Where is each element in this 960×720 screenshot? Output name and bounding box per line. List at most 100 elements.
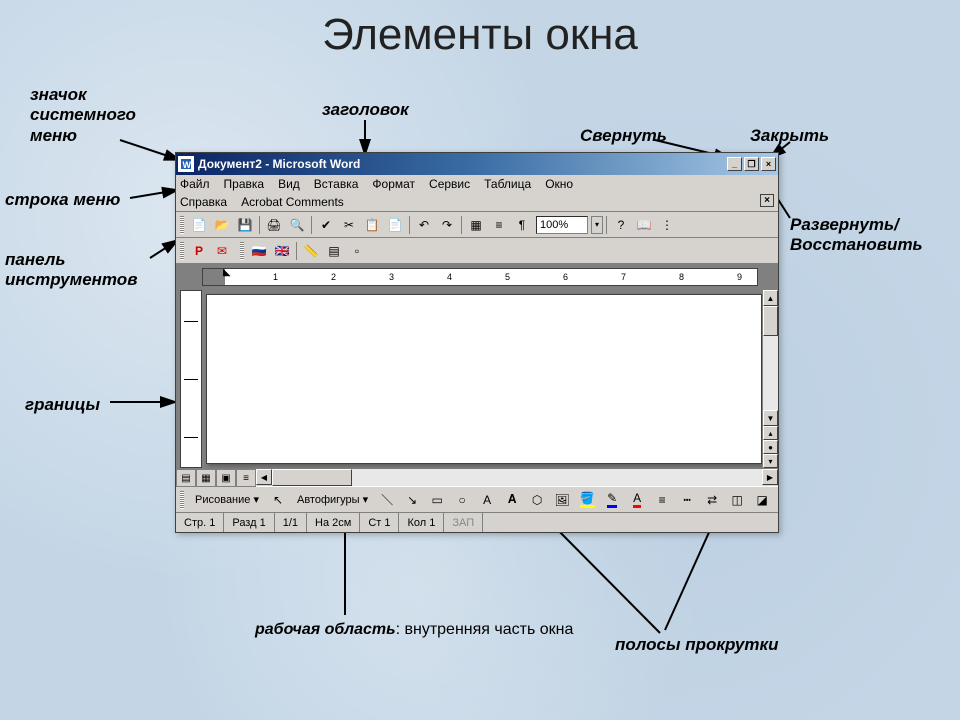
print-button[interactable]: 🖨 — [263, 215, 285, 235]
save-button[interactable]: 💾 — [234, 215, 256, 235]
wordart-button[interactable]: 𝐀 — [501, 490, 523, 510]
rect-button[interactable]: ▭ — [426, 490, 448, 510]
scroll-up-button[interactable]: ▲ — [763, 290, 778, 306]
toolbar-grip[interactable] — [180, 242, 184, 260]
menu-view[interactable]: Вид — [278, 177, 300, 191]
arrow-style-button[interactable]: ⇄ — [701, 490, 723, 510]
undo-button[interactable]: ↶ — [413, 215, 435, 235]
menu-help[interactable]: Справка — [180, 195, 227, 209]
line-button[interactable]: ＼ — [376, 490, 398, 510]
scroll-left-button[interactable]: ◀ — [256, 469, 272, 485]
diagram-button[interactable]: ⬡ — [526, 490, 548, 510]
font-color-button[interactable]: A — [626, 490, 648, 510]
label-toolbar: панель инструментов — [5, 250, 165, 291]
view-normal-button[interactable]: ▤ — [176, 469, 196, 487]
view-print-button[interactable]: ▣ — [216, 469, 236, 487]
more-button[interactable]: ⋮ — [656, 215, 678, 235]
label-borders: границы — [25, 395, 100, 415]
3d-button[interactable]: ◪ — [751, 490, 773, 510]
system-menu-icon[interactable]: W — [178, 156, 194, 172]
maximize-button[interactable]: ❐ — [744, 157, 759, 171]
browse-object-button[interactable]: ● — [763, 440, 778, 454]
spell-button[interactable]: ✔ — [315, 215, 337, 235]
toolbar-grip[interactable] — [180, 216, 184, 234]
menu-file[interactable]: Файл — [180, 177, 210, 191]
table-button[interactable]: ▦ — [465, 215, 487, 235]
cut-button[interactable]: ✂ — [338, 215, 360, 235]
scroll-right-button[interactable]: ▶ — [762, 469, 778, 485]
zoom-input[interactable]: 100% — [536, 216, 588, 234]
scroll-thumb[interactable] — [763, 306, 778, 336]
view-outline-button[interactable]: ≡ — [236, 469, 256, 487]
paste-button[interactable]: 📄 — [384, 215, 406, 235]
label-close: Закрыть — [750, 126, 829, 146]
document-close-button[interactable]: × — [760, 194, 774, 207]
textbox-button[interactable]: A — [476, 490, 498, 510]
select-button[interactable]: ↖ — [267, 490, 289, 510]
label-workarea: рабочая область: внутренняя часть окна — [255, 620, 573, 641]
dash-style-button[interactable]: ┅ — [676, 490, 698, 510]
svg-text:W: W — [183, 160, 192, 170]
close-button[interactable]: × — [761, 157, 776, 171]
menu-edit[interactable]: Правка — [224, 177, 265, 191]
status-pages: 1/1 — [275, 513, 307, 532]
arrow-button[interactable]: ↘ — [401, 490, 423, 510]
read-button[interactable]: 📖 — [633, 215, 655, 235]
slide-title: Элементы окна — [0, 10, 960, 60]
hscroll-row: ▤ ▦ ▣ ≡ ◀ ▶ — [176, 468, 778, 486]
help-button[interactable]: ? — [610, 215, 632, 235]
prev-page-button[interactable]: ▴ — [763, 426, 778, 440]
open-button[interactable]: 📂 — [211, 215, 233, 235]
label-menubar: строка меню — [5, 190, 120, 210]
scroll-down-button[interactable]: ▼ — [763, 410, 778, 426]
lang-ru-button[interactable]: 🇷🇺 — [248, 241, 270, 261]
vertical-scrollbar[interactable]: ▲ ▼ ▴ ● ▾ — [762, 290, 778, 468]
new-doc-button[interactable]: 📄 — [188, 215, 210, 235]
misc-button[interactable]: ▫ — [346, 241, 368, 261]
status-line: Ст 1 — [360, 513, 399, 532]
show-marks-button[interactable]: ¶ — [511, 215, 533, 235]
clipart-button[interactable]: 🖼 — [551, 490, 573, 510]
shadow-button[interactable]: ◫ — [726, 490, 748, 510]
preview-button[interactable]: 🔍 — [286, 215, 308, 235]
status-page: Стр. 1 — [176, 513, 224, 532]
window-title: Документ2 - Microsoft Word — [198, 157, 727, 171]
ruler-area: ◣ 1 2 3 4 5 6 7 8 9 — [176, 264, 778, 290]
line-color-button[interactable]: ✎ — [601, 490, 623, 510]
minimize-button[interactable]: _ — [727, 157, 742, 171]
horizontal-scrollbar[interactable] — [272, 469, 762, 486]
menu-table[interactable]: Таблица — [484, 177, 531, 191]
menu-format[interactable]: Формат — [372, 177, 415, 191]
status-rec: ЗАП — [444, 513, 483, 532]
zoom-dropdown[interactable]: ▾ — [591, 216, 603, 234]
toolbar-grip[interactable] — [180, 491, 184, 509]
toolbar-grip[interactable] — [240, 242, 244, 260]
standard-toolbar: 📄 📂 💾 🖨 🔍 ✔ ✂ 📋 📄 ↶ ↷ ▦ ≡ ¶ 100% ▾ ? 📖 ⋮ — [176, 212, 778, 238]
document-page[interactable] — [206, 294, 762, 464]
autoshapes-menu[interactable]: Автофигуры ▾ — [292, 492, 373, 507]
redo-button[interactable]: ↷ — [436, 215, 458, 235]
horizontal-ruler[interactable]: ◣ 1 2 3 4 5 6 7 8 9 — [202, 268, 758, 286]
oval-button[interactable]: ○ — [451, 490, 473, 510]
next-page-button[interactable]: ▾ — [763, 454, 778, 468]
line-style-button[interactable]: ≡ — [651, 490, 673, 510]
lang-en-button[interactable]: 🇬🇧 — [271, 241, 293, 261]
ruler-button[interactable]: 📏 — [300, 241, 322, 261]
pdf-button[interactable]: P — [188, 241, 210, 261]
menu-acrobat[interactable]: Acrobat Comments — [241, 195, 344, 209]
menu-insert[interactable]: Вставка — [314, 177, 359, 191]
menu-tools[interactable]: Сервис — [429, 177, 470, 191]
view-web-button[interactable]: ▦ — [196, 469, 216, 487]
pdf-mail-button[interactable]: ✉ — [211, 241, 233, 261]
copy-button[interactable]: 📋 — [361, 215, 383, 235]
vertical-ruler[interactable] — [180, 290, 202, 468]
status-at: На 2см — [307, 513, 360, 532]
statusbar: Стр. 1 Разд 1 1/1 На 2см Ст 1 Кол 1 ЗАП — [176, 512, 778, 532]
grid-button[interactable]: ▤ — [323, 241, 345, 261]
columns-button[interactable]: ≡ — [488, 215, 510, 235]
menu-window[interactable]: Окно — [545, 177, 573, 191]
hscroll-thumb[interactable] — [272, 469, 352, 486]
drawing-menu[interactable]: Рисование ▾ — [190, 492, 264, 507]
label-maximize: Развернуть/ Восстановить — [790, 215, 940, 256]
fill-color-button[interactable]: 🪣 — [576, 490, 598, 510]
